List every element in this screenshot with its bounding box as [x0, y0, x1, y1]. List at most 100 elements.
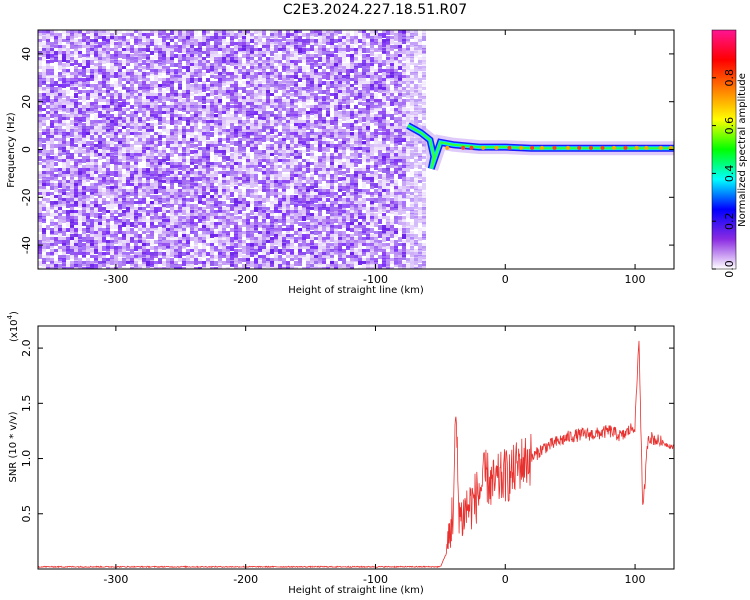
heatmap-cell — [78, 96, 82, 100]
heatmap-cell — [218, 135, 222, 139]
heatmap-cell — [166, 45, 170, 48]
heatmap-cell — [326, 225, 330, 230]
heatmap-cell — [286, 216, 290, 219]
heatmap-cell — [106, 45, 110, 50]
heatmap-cell — [66, 210, 70, 214]
heatmap-cell — [126, 171, 130, 174]
heatmap-cell — [86, 51, 90, 56]
heatmap-cell — [102, 90, 106, 93]
heatmap-cell — [234, 228, 238, 232]
heatmap-cell — [302, 225, 306, 228]
heatmap-cell — [286, 33, 290, 38]
heatmap-cell — [42, 171, 46, 174]
heatmap-cell — [298, 84, 302, 89]
heatmap-cell — [266, 183, 270, 188]
heatmap-cell — [54, 51, 58, 55]
heatmap-cell — [146, 42, 150, 47]
heatmap-cell — [70, 138, 74, 141]
heatmap-cell — [94, 78, 98, 83]
heatmap-cell — [54, 45, 58, 48]
heatmap-cell — [250, 111, 254, 115]
heatmap-cell — [134, 216, 138, 221]
heatmap-cell — [138, 213, 142, 217]
heatmap-cell — [90, 168, 94, 171]
heatmap-cell — [150, 123, 154, 127]
heatmap-cell — [146, 123, 150, 128]
heatmap-cell — [254, 258, 258, 263]
heatmap-cell — [46, 135, 50, 140]
heatmap-cell — [162, 168, 166, 173]
heatmap-cell — [314, 39, 318, 43]
heatmap-cell — [274, 81, 278, 86]
heatmap-cell — [218, 237, 222, 242]
heatmap-cell — [134, 42, 138, 45]
heatmap-cell — [42, 129, 46, 133]
heatmap-cell — [94, 243, 98, 248]
heatmap-cell — [130, 255, 134, 258]
heatmap-cell — [154, 267, 158, 269]
heatmap-cell — [94, 192, 98, 196]
heatmap-cell — [270, 120, 274, 125]
heatmap-cell — [62, 54, 66, 58]
heatmap-cell — [50, 36, 54, 39]
heatmap-cell — [266, 195, 270, 200]
heatmap-cell — [330, 234, 334, 237]
heatmap-cell — [186, 87, 190, 91]
heatmap-cell — [266, 156, 270, 159]
heatmap-cell — [146, 126, 150, 131]
heatmap-cell — [214, 51, 218, 56]
heatmap-cell — [310, 105, 314, 109]
heatmap-cell — [298, 96, 302, 101]
heatmap-cell — [254, 87, 258, 90]
heatmap-cell — [122, 135, 126, 139]
heatmap-cell — [134, 195, 138, 199]
heatmap-cell — [78, 45, 82, 49]
heatmap-cell — [186, 216, 190, 219]
heatmap-cell — [70, 147, 74, 150]
heatmap-cell — [58, 150, 62, 153]
heatmap-cell — [250, 162, 254, 167]
heatmap-cell — [178, 78, 182, 82]
heatmap-cell — [70, 87, 74, 90]
heatmap-cell — [282, 237, 286, 242]
heatmap-cell — [46, 168, 50, 172]
heatmap-cell — [286, 153, 290, 158]
heatmap-cell — [278, 258, 282, 262]
heatmap-cell — [202, 51, 206, 54]
heatmap-cell — [214, 99, 218, 102]
heatmap-cell — [50, 30, 54, 35]
heatmap-cell — [190, 126, 194, 129]
heatmap-cell — [310, 198, 314, 202]
heatmap-cell — [170, 99, 174, 102]
heatmap-cell — [326, 60, 330, 64]
heatmap-cell — [38, 180, 42, 185]
heatmap-cell — [102, 222, 106, 226]
heatmap-cell — [226, 168, 230, 173]
heatmap-cell — [54, 33, 58, 36]
heatmap-cell — [126, 45, 130, 49]
heatmap-cell — [330, 168, 334, 171]
heatmap-cell — [94, 36, 98, 39]
heatmap-cell — [166, 258, 170, 263]
heatmap-cell — [70, 201, 74, 206]
heatmap-cell — [330, 42, 334, 45]
heatmap-cell — [214, 225, 218, 229]
heatmap-cell — [222, 246, 226, 251]
heatmap-cell — [310, 138, 314, 141]
heatmap-cell — [290, 246, 294, 250]
heatmap-cell — [246, 156, 250, 160]
heatmap-cell — [146, 111, 150, 116]
heatmap-cell — [142, 186, 146, 189]
heatmap-cell — [174, 192, 178, 197]
heatmap-cell — [134, 99, 138, 104]
heatmap-cell — [174, 48, 178, 52]
heatmap-cell — [198, 120, 202, 123]
heatmap-cell — [242, 39, 246, 44]
heatmap-cell — [190, 213, 194, 218]
heatmap-cell — [318, 177, 322, 181]
heatmap-cell — [262, 48, 266, 53]
heatmap-cell — [306, 120, 310, 123]
heatmap-cell — [314, 138, 318, 141]
heatmap-cell — [230, 75, 234, 79]
heatmap-cell — [102, 132, 106, 135]
